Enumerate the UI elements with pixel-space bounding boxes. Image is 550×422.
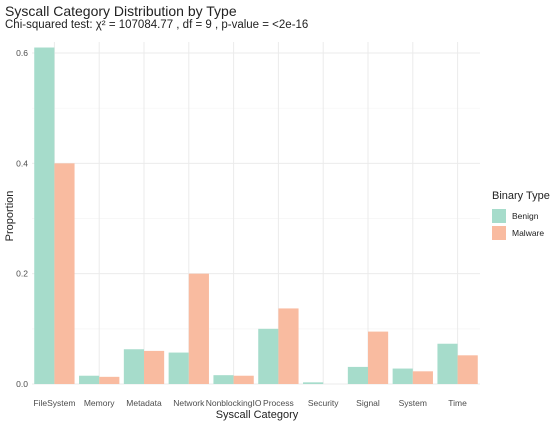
bar-benign-signal xyxy=(347,366,368,384)
bar-benign-memory xyxy=(79,375,100,384)
tick-layer: 0.0 0.2 0.4 0.6 FileSystem Memory Metadata Netw… xyxy=(16,48,467,408)
x-tick-label-security: Security xyxy=(308,398,339,408)
x-tick-label-process: Process xyxy=(263,398,294,408)
bar-benign-network xyxy=(168,352,189,384)
bar-benign-filesystem xyxy=(34,47,55,385)
legend-item-benign: Benign xyxy=(492,207,550,224)
legend-label-malware: Malware xyxy=(512,227,545,238)
x-tick-label-memory: Memory xyxy=(84,398,115,408)
bar-malware-nonblockingio xyxy=(233,375,254,384)
bar-malware-system xyxy=(412,371,433,384)
bar-malware-filesystem xyxy=(54,163,75,384)
bar-malware-process xyxy=(278,308,299,384)
bar-malware-time xyxy=(457,355,478,384)
legend-item-malware: Malware xyxy=(492,224,550,241)
legend-label-benign: Benign xyxy=(512,210,539,221)
bar-malware-network xyxy=(188,273,209,384)
bar-benign-security xyxy=(303,382,324,384)
legend-key-benign xyxy=(492,208,506,223)
bar-benign-system xyxy=(392,368,413,384)
y-tick-label: 0.0 xyxy=(16,379,28,389)
x-tick-label-signal: Signal xyxy=(356,398,380,408)
y-tick-label: 0.4 xyxy=(16,158,28,168)
x-tick-label-system: System xyxy=(399,398,427,408)
y-axis-title: Proportion xyxy=(4,191,16,242)
legend-key-malware xyxy=(492,225,506,240)
bar-malware-metadata xyxy=(144,350,165,384)
bar-malware-memory xyxy=(99,376,120,384)
bar-benign-time xyxy=(437,343,458,384)
bar-layer xyxy=(34,47,478,385)
chart-title: Syscall Category Distribution by Type xyxy=(5,3,237,19)
grid-layer xyxy=(32,42,480,385)
y-tick-label: 0.2 xyxy=(16,269,28,279)
chart-subtitle: Chi-squared test: χ² = 107084.77 , df = … xyxy=(5,19,309,31)
x-tick-label-metadata: Metadata xyxy=(126,398,162,408)
x-axis-title: Syscall Category xyxy=(216,409,299,421)
bar-benign-nonblockingio xyxy=(213,375,234,384)
bar-benign-metadata xyxy=(123,349,144,384)
legend-title: Binary Type xyxy=(492,190,550,202)
x-tick-label-nonblockingio: NonblockingIO xyxy=(206,398,262,408)
legend: Binary Type Benign Malware xyxy=(492,190,550,241)
bar-benign-process xyxy=(258,328,279,384)
bar-malware-signal xyxy=(368,331,389,384)
x-tick-label-network: Network xyxy=(173,398,205,408)
y-tick-label: 0.6 xyxy=(16,48,28,58)
x-tick-label-filesystem: FileSystem xyxy=(33,398,75,408)
x-tick-label-time: Time xyxy=(448,398,467,408)
